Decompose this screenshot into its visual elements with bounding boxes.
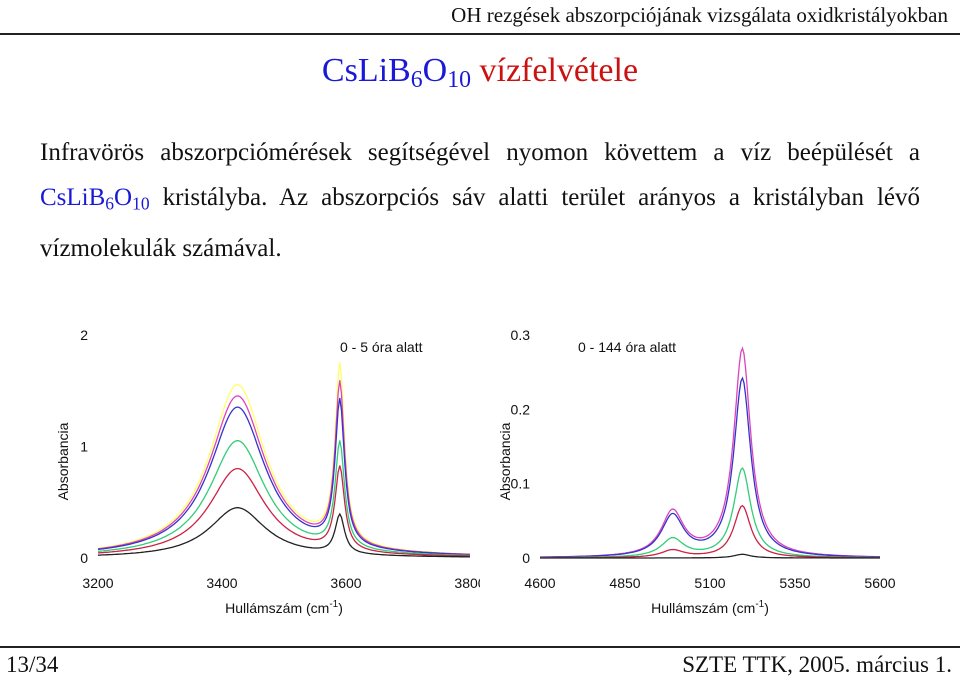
x-axis-label-text: Hullámszám (cm xyxy=(651,600,755,616)
body-formula: CsLiB6O10 xyxy=(40,184,150,214)
y-tick-label: 2 xyxy=(80,327,88,343)
series-line xyxy=(540,504,880,559)
chart-right: 4600 4850 5100 5350 5600 0 0.1 0.2 0.3 Hullámszám… xyxy=(497,327,896,616)
body-part2: kristályba. Az abszorpciós sáv alatti te… xyxy=(40,184,920,263)
series-line xyxy=(540,553,880,559)
x-axis-label: Hullámszám (cm-1) xyxy=(225,599,343,616)
x-tick-label: 5100 xyxy=(694,575,725,591)
title-formula-sub1: 6 xyxy=(410,66,423,93)
x-tick-label: 3400 xyxy=(206,575,237,591)
x-axis-label-sup: -1 xyxy=(329,599,338,610)
y-axis-label: Absorbancia xyxy=(55,422,71,500)
body-formula-base: CsLiB xyxy=(40,184,106,211)
x-axis-label: Hullámszám (cm-1) xyxy=(651,599,769,616)
series-line xyxy=(97,465,471,557)
title-formula: CsLiB6O10 xyxy=(321,52,471,93)
y-axis-label: Absorbancia xyxy=(497,422,513,500)
x-axis-label-close: ) xyxy=(764,600,769,616)
slide-title: CsLiB6O10 vízfelvétele xyxy=(0,52,960,94)
body-part1: Infravörös abszorpciómérések segítségéve… xyxy=(40,139,920,166)
body-formula-sub1: 6 xyxy=(105,193,115,214)
footer-event: SZTE TTK, 2005. március 1. xyxy=(682,652,952,677)
y-tick-label: 0.1 xyxy=(511,476,531,492)
header-title: OH rezgések abszorpciójának vizsgálata o… xyxy=(451,3,948,27)
title-formula-mid: O xyxy=(422,52,448,89)
series-line xyxy=(97,440,470,556)
x-tick-label: 4600 xyxy=(524,575,555,591)
y-tick-label: 0 xyxy=(522,550,530,566)
legend-label: 0 - 144 óra alatt xyxy=(578,339,676,355)
body-paragraph: Infravörös abszorpciómérések segítségéve… xyxy=(40,130,920,271)
x-axis-label-text: Hullámszám (cm xyxy=(225,600,329,616)
title-rest: vízfelvétele xyxy=(471,52,639,89)
x-tick-label: 3600 xyxy=(330,575,361,591)
y-tick-label: 0.2 xyxy=(511,401,531,417)
y-tick-label: 0 xyxy=(80,550,88,566)
series-line xyxy=(97,380,471,555)
title-formula-sub2: 10 xyxy=(447,66,471,93)
x-tick-label: 5350 xyxy=(779,575,810,591)
legend-label: 0 - 5 óra alatt xyxy=(340,339,423,355)
body-formula-sub2: 10 xyxy=(132,193,150,214)
series-line xyxy=(540,467,880,559)
series-line xyxy=(97,397,471,556)
x-axis-label-sup: -1 xyxy=(755,599,764,610)
page-number: 13/34 xyxy=(6,652,59,677)
x-axis-label-close: ) xyxy=(338,600,343,616)
y-tick-label: 0.3 xyxy=(511,327,531,343)
series-line xyxy=(540,376,881,558)
body-formula-mid: O xyxy=(114,184,133,211)
series-line xyxy=(540,346,881,558)
x-tick-label: 5600 xyxy=(864,575,895,591)
x-tick-label: 4850 xyxy=(609,575,640,591)
y-tick-label: 1 xyxy=(80,439,88,455)
footer-divider xyxy=(0,646,960,648)
series-line xyxy=(97,507,470,558)
x-tick-label: 3200 xyxy=(82,575,113,591)
title-formula-base: CsLiB xyxy=(321,52,411,89)
header-divider xyxy=(0,33,960,35)
